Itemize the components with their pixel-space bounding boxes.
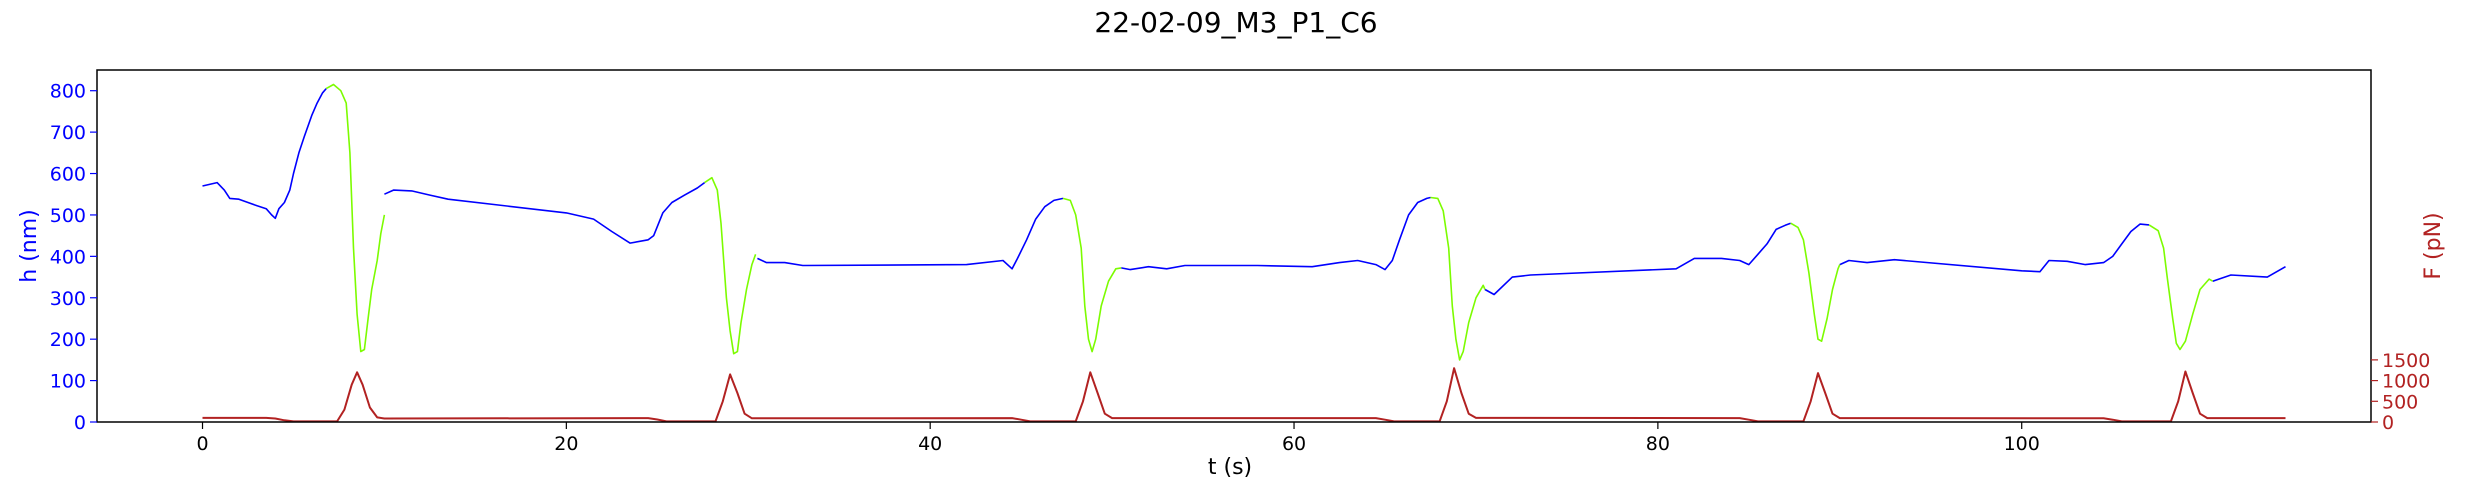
y-left-tick-label: 800 — [50, 81, 86, 103]
y-right-tick-label: 1000 — [2382, 371, 2430, 393]
series-compression_series-segment-5 — [2148, 224, 2214, 351]
series-force_series-segment-0 — [202, 367, 2286, 423]
series-compression_series-segment-1 — [704, 176, 757, 355]
y-axis-left-label: h (nm) — [17, 209, 42, 282]
y-right-tick-label: 1500 — [2382, 350, 2430, 372]
series-compression_series-segment-3 — [1430, 196, 1486, 361]
plot-lines — [202, 83, 2286, 423]
y-left-tick-label: 100 — [50, 371, 86, 393]
series-height_series-segment-4 — [1484, 222, 1791, 296]
series-height_series-segment-1 — [384, 181, 706, 244]
series-height_series-segment-5 — [1839, 223, 2150, 273]
x-tick-label: 40 — [918, 433, 942, 455]
y-right-tick-label: 0 — [2382, 412, 2394, 434]
y-left-tick-label: 0 — [74, 412, 86, 434]
series-height_series-segment-3 — [1121, 196, 1431, 271]
series-compression_series-segment-0 — [325, 83, 386, 353]
y-axis-left: 0 100 200 300 400 500 600 700 800 — [50, 81, 97, 434]
y-right-tick-label: 500 — [2382, 391, 2418, 413]
plot-frame — [96, 69, 2372, 423]
x-tick-label: 0 — [196, 433, 208, 455]
x-tick-label: 20 — [554, 433, 578, 455]
series-compression_series-segment-2 — [1062, 197, 1122, 353]
x-axis-label: t (s) — [1208, 455, 1252, 480]
x-tick-label: 100 — [2004, 433, 2040, 455]
y-left-tick-label: 300 — [50, 288, 86, 310]
x-tick-label: 60 — [1282, 433, 1306, 455]
series-height_series-segment-0 — [202, 88, 327, 220]
y-left-tick-label: 700 — [50, 122, 86, 144]
chart-title: 22-02-09_M3_P1_C6 — [1094, 6, 1377, 39]
series-height_series-segment-2 — [757, 197, 1064, 270]
y-left-tick-label: 600 — [50, 164, 86, 186]
series-height_series-segment-6 — [2212, 266, 2286, 282]
series-compression_series-segment-4 — [1790, 222, 1841, 343]
x-tick-label: 80 — [1646, 433, 1670, 455]
y-left-tick-label: 400 — [50, 246, 86, 268]
x-axis: 0 20 40 60 80 100 — [196, 422, 2040, 455]
y-left-tick-label: 200 — [50, 329, 86, 351]
y-axis-right-label: F (pN) — [2421, 212, 2446, 279]
y-left-tick-label: 500 — [50, 205, 86, 227]
